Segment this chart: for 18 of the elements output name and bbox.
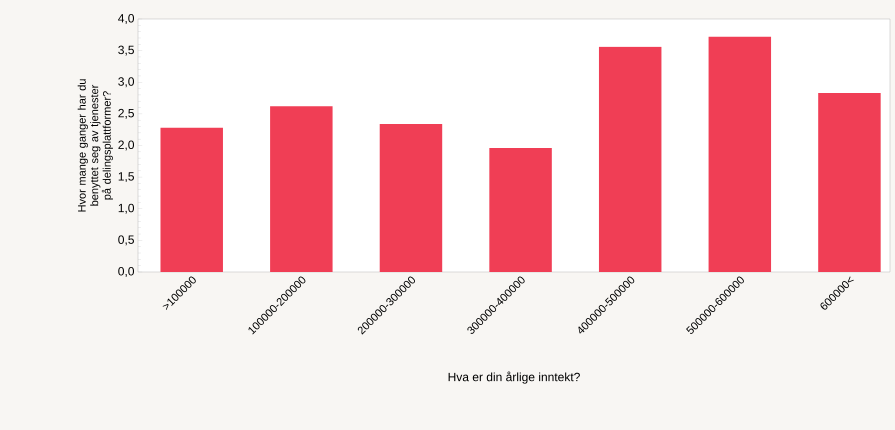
x-axis-title: Hva er din årlige inntekt?: [448, 371, 580, 384]
y-tick-label: 0,0: [118, 267, 134, 277]
bar: [489, 148, 552, 272]
y-tick-label: 1,0: [118, 204, 134, 214]
y-tick-label: 2,5: [118, 108, 134, 119]
y-tick-label: 3,5: [118, 46, 134, 56]
bar: [598, 46, 662, 272]
y-tick-label: 0,5: [118, 235, 134, 246]
y-tick-label: 4,0: [118, 14, 134, 24]
y-tick-label: 3,0: [118, 77, 134, 88]
bar: [160, 128, 223, 272]
y-tick-label: 2,0: [118, 140, 134, 150]
bar: [380, 124, 442, 272]
bar: [818, 92, 881, 272]
y-tick-label: 1,5: [118, 172, 134, 182]
bar: [708, 36, 772, 272]
y-axis-title: Hvor mange ganger har du benyttet seg av tjenester på delingsplattformer?: [78, 79, 113, 212]
bar: [270, 106, 333, 272]
